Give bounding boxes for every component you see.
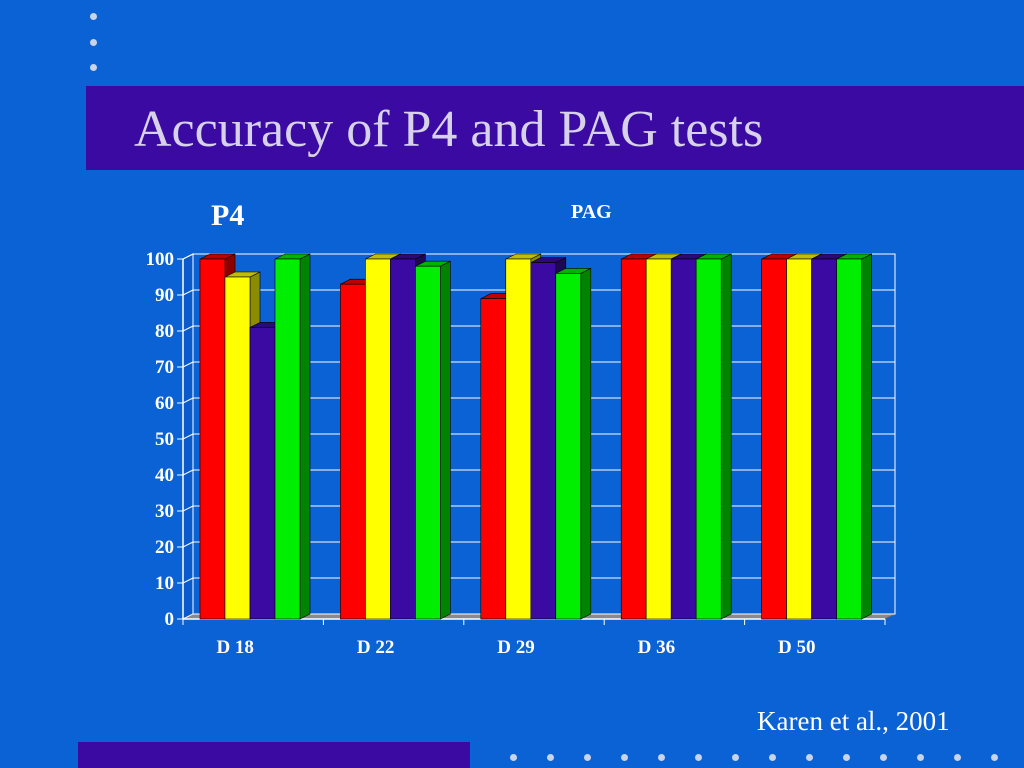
bar: [761, 258, 787, 620]
bar: [340, 283, 366, 620]
y-tick-label: 90: [155, 285, 174, 306]
bar-side: [580, 267, 592, 620]
bar: [695, 258, 722, 620]
decor-dot: [954, 754, 961, 761]
bar: [480, 298, 507, 620]
bar: [836, 258, 862, 620]
gridline-diag: [182, 253, 194, 260]
decor-dot: [90, 39, 97, 46]
bar: [224, 276, 251, 620]
decor-dot: [90, 13, 97, 20]
gridline-diag: [182, 397, 194, 404]
y-tick-label: 20: [155, 537, 174, 558]
bar: [670, 258, 697, 620]
x-category-label: D 22: [357, 637, 394, 658]
decor-dot: [547, 754, 554, 761]
bar-side: [299, 253, 311, 620]
x-category-label: D 29: [497, 637, 534, 658]
p4-label: P4: [211, 199, 245, 232]
y-tick-label: 60: [155, 393, 174, 414]
bar: [249, 327, 276, 620]
bar-side: [440, 260, 451, 620]
y-tick-label: 50: [155, 429, 174, 450]
gridline-diag: [182, 469, 194, 476]
decor-dot: [769, 754, 776, 761]
decor-dot: [584, 754, 591, 761]
decor-dot: [806, 754, 813, 761]
x-category-label: D 50: [778, 637, 815, 658]
decor-dot: [695, 754, 702, 761]
decor-dot: [917, 754, 924, 761]
decor-dot: [658, 754, 665, 761]
pag-label: PAG: [571, 201, 612, 223]
decor-dot: [880, 754, 887, 761]
bar: [505, 258, 532, 620]
bar: [415, 265, 441, 620]
decor-dot: [621, 754, 628, 761]
x-category-label: D 18: [216, 637, 253, 658]
decor-dot: [732, 754, 739, 761]
decor-dot: [510, 754, 517, 761]
gridline-diag: [182, 577, 194, 584]
decor-dot: [843, 754, 850, 761]
gridline-diag: [182, 325, 194, 332]
y-tick-label: 0: [165, 609, 175, 630]
slide-title: Accuracy of P4 and PAG tests: [134, 101, 764, 158]
bar: [786, 258, 812, 620]
bar-side: [720, 253, 732, 620]
y-tick-label: 70: [155, 357, 174, 378]
x-category-label: D 36: [638, 637, 675, 658]
y-tick-label: 30: [155, 501, 174, 522]
bar: [645, 258, 672, 620]
y-tick-label: 40: [155, 465, 174, 486]
bar: [811, 258, 837, 620]
gridline-diag: [182, 433, 194, 440]
decor-dot: [90, 64, 97, 71]
decor-dot: [991, 754, 998, 761]
gridline-diag: [182, 541, 194, 548]
citation: Karen et al., 2001: [757, 706, 950, 736]
gridline-diag: [182, 505, 194, 512]
y-tick-label: 80: [155, 321, 174, 342]
bar-side: [861, 253, 872, 620]
bar: [365, 258, 391, 620]
y-tick-label: 10: [155, 573, 174, 594]
gridline-diag: [182, 361, 194, 368]
title-band: Accuracy of P4 and PAG tests: [86, 86, 1024, 170]
bottom-band: [78, 742, 470, 768]
bar: [199, 258, 226, 620]
bar: [530, 262, 557, 620]
gridline-diag: [182, 289, 194, 296]
bar: [274, 258, 301, 620]
bar: [555, 273, 582, 620]
y-tick-label: 100: [146, 249, 175, 270]
bar: [620, 258, 647, 620]
bar: [390, 258, 416, 620]
